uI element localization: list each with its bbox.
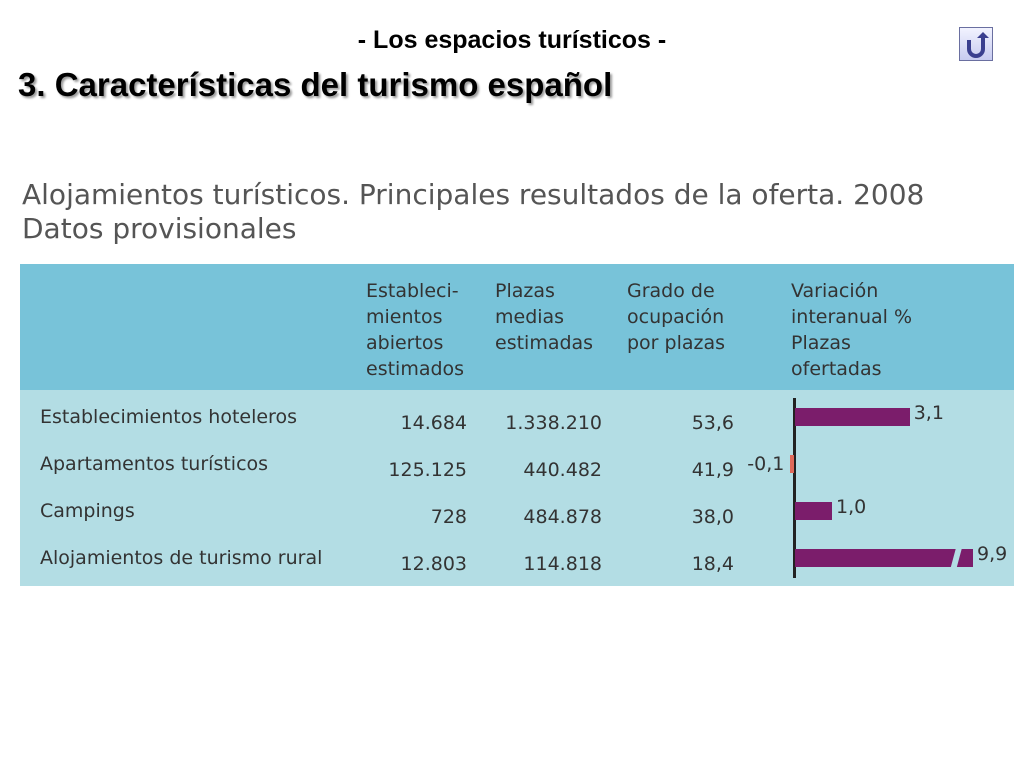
table-row: Establecimientos hoteleros 14.684 1.338.…	[20, 402, 1014, 452]
variation-label: 9,9	[977, 543, 1008, 565]
data-table: Estableci- mientos abiertos estimados Pl…	[20, 264, 1014, 586]
col-header-variacion: Variación interanual % Plazas ofertadas	[791, 280, 913, 380]
row-label: Campings	[40, 500, 135, 522]
row-label: Alojamientos de turismo rural	[40, 547, 323, 569]
table-row: Alojamientos de turismo rural 12.803 114…	[20, 543, 1014, 593]
cell-establecimientos: 125.125	[388, 459, 467, 481]
table-row: Campings 728 484.878 38,0 1,0	[20, 496, 1014, 546]
cell-plazas: 114.818	[523, 553, 602, 575]
cell-ocupacion: 53,6	[691, 412, 734, 434]
cell-establecimientos: 14.684	[400, 412, 467, 434]
cell-plazas: 1.338.210	[505, 412, 602, 434]
table-title: Alojamientos turísticos. Principales res…	[22, 178, 924, 246]
table-title-line1: Alojamientos turísticos. Principales res…	[22, 178, 925, 211]
col-header-ocupacion: Grado de ocupación por plazas	[627, 280, 726, 354]
cell-ocupacion: 18,4	[691, 553, 734, 575]
section-subtitle: - Los espacios turísticos -	[357, 26, 667, 54]
col-header-plazas: Plazas medias estimadas	[495, 280, 594, 354]
row-label: Apartamentos turísticos	[40, 453, 269, 475]
cell-plazas: 484.878	[523, 506, 602, 528]
variation-label: 1,0	[836, 496, 867, 518]
cell-establecimientos: 12.803	[400, 553, 467, 575]
chart-axis	[793, 398, 796, 578]
variation-bar	[795, 502, 832, 520]
slide-title: 3. Características del turismo español	[18, 66, 613, 103]
table-title-line2: Datos provisionales	[22, 212, 297, 245]
cell-ocupacion: 38,0	[691, 506, 734, 528]
cell-plazas: 440.482	[523, 459, 602, 481]
variation-bar	[790, 455, 794, 473]
table-row: Apartamentos turísticos 125.125 440.482 …	[20, 453, 1014, 499]
variation-bar	[795, 408, 910, 426]
row-label: Establecimientos hoteleros	[40, 406, 297, 428]
back-button[interactable]	[959, 27, 993, 61]
variation-label: 3,1	[913, 402, 944, 424]
variation-label: -0,1	[747, 453, 785, 475]
u-turn-back-icon	[967, 32, 989, 58]
col-header-establecimientos: Estableci- mientos abiertos estimados	[366, 280, 465, 380]
cell-ocupacion: 41,9	[691, 459, 734, 481]
variation-bar	[795, 549, 973, 567]
table-header: Estableci- mientos abiertos estimados Pl…	[20, 264, 1014, 390]
cell-establecimientos: 728	[430, 506, 467, 528]
